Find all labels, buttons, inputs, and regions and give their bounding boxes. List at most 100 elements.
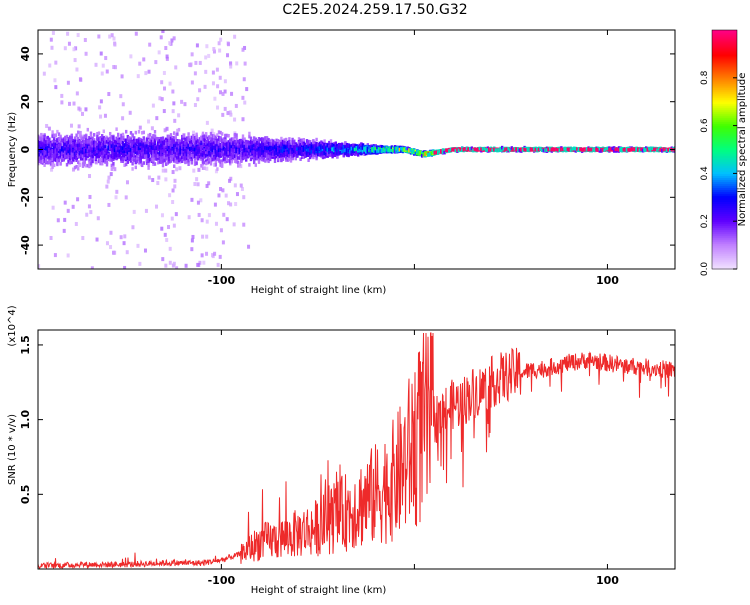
- heatmap-cell: [85, 139, 88, 144]
- heatmap-cell: [117, 146, 120, 150]
- heatmap-cell: [198, 60, 202, 65]
- heatmap-cell: [69, 148, 72, 153]
- heatmap-cell: [88, 149, 91, 153]
- heatmap-cell: [131, 161, 134, 166]
- heatmap-cell: [133, 148, 136, 152]
- heatmap-cell: [203, 138, 206, 142]
- heatmap-cell: [138, 61, 142, 66]
- heatmap-cell: [59, 150, 62, 154]
- heatmap-cell: [139, 142, 142, 147]
- heatmap-cell: [54, 133, 57, 138]
- heatmap-cell: [70, 139, 73, 144]
- heatmap-cell: [225, 142, 229, 147]
- heatmap-cell: [336, 154, 339, 159]
- heatmap-cell: [99, 158, 102, 162]
- heatmap-cell: [221, 144, 224, 149]
- heatmap-cell: [222, 155, 225, 159]
- heatmap-cell: [230, 137, 233, 141]
- heatmap-cell: [261, 142, 264, 146]
- heatmap-cell: [189, 143, 192, 148]
- heatmap-cell: [123, 152, 126, 157]
- heatmap-cell: [297, 151, 301, 155]
- heatmap-cell: [61, 155, 64, 159]
- heatmap-cell: [161, 156, 165, 160]
- heatmap-cell: [240, 151, 243, 156]
- heatmap-cell: [245, 154, 248, 158]
- heatmap-cell: [177, 151, 181, 156]
- heatmap-cell: [125, 149, 128, 153]
- heatmap-cell: [91, 136, 94, 141]
- heatmap-cell: [178, 166, 182, 171]
- heatmap-cell: [51, 139, 54, 144]
- heatmap-cell: [94, 152, 97, 157]
- heatmap-cell: [115, 140, 118, 145]
- heatmap-cell: [124, 195, 128, 200]
- heatmap-cell: [51, 205, 55, 210]
- heatmap-cell: [286, 153, 289, 158]
- heatmap-cell: [229, 142, 232, 147]
- heatmap-cell: [173, 147, 176, 151]
- heatmap-cell: [158, 96, 162, 101]
- heatmap-cell: [114, 195, 118, 200]
- heatmap-cell: [224, 157, 227, 161]
- heatmap-cell: [265, 146, 269, 151]
- heatmap-cell: [128, 152, 131, 156]
- heatmap-cell: [254, 142, 257, 147]
- heatmap-cell: [122, 241, 126, 246]
- heatmap-cell: [221, 152, 224, 157]
- heatmap-cell: [237, 156, 240, 160]
- heatmap-cell: [315, 154, 318, 159]
- heatmap-cell: [103, 113, 107, 118]
- heatmap-cell: [107, 202, 111, 207]
- heatmap-cell: [147, 69, 151, 74]
- heatmap-cell: [272, 143, 275, 147]
- heatmap-cell: [72, 157, 75, 162]
- heatmap-cell: [360, 151, 363, 156]
- heatmap-cell: [88, 194, 92, 199]
- heatmap-cell: [105, 184, 109, 189]
- heatmap-cell: [221, 143, 224, 147]
- heatmap-cell: [191, 130, 195, 135]
- heatmap-cell: [254, 144, 257, 149]
- heatmap-cell: [288, 144, 291, 149]
- heatmap-cell: [170, 38, 174, 43]
- heatmap-cell: [152, 158, 155, 162]
- heatmap-cell: [315, 156, 318, 161]
- heatmap-cell: [328, 140, 331, 145]
- heatmap-cell: [128, 139, 131, 144]
- heatmap-cell: [56, 140, 59, 145]
- heatmap-cell: [172, 223, 176, 228]
- heatmap-cell: [62, 142, 65, 146]
- heatmap-cell: [248, 163, 251, 167]
- heatmap-cell: [229, 202, 233, 207]
- heatmap-cell: [200, 140, 203, 145]
- heatmap-cell: [97, 140, 101, 144]
- heatmap-cell: [213, 251, 217, 256]
- heatmap-cell: [102, 136, 105, 140]
- heatmap-cell: [155, 116, 159, 121]
- heatmap-cell: [352, 149, 355, 153]
- heatmap-cell: [224, 147, 227, 152]
- heatmap-cell: [233, 183, 237, 188]
- heatmap-cell: [161, 140, 165, 145]
- heatmap-cell: [294, 146, 297, 151]
- heatmap-cell: [357, 150, 360, 155]
- heatmap-cell: [40, 156, 43, 160]
- heatmap-cell: [208, 146, 211, 151]
- heatmap-cell: [198, 154, 201, 159]
- heatmap-cell: [205, 251, 209, 256]
- heatmap-cell: [177, 149, 181, 153]
- heatmap-cell: [349, 145, 352, 149]
- heatmap-cell: [163, 140, 166, 144]
- heatmap-cell: [156, 181, 160, 186]
- heatmap-cell: [216, 133, 219, 137]
- heatmap-cell: [206, 139, 209, 144]
- heatmap-cell: [320, 149, 323, 154]
- heatmap-cell: [152, 156, 155, 160]
- heatmap-cell: [66, 80, 70, 85]
- heatmap-cell: [336, 152, 339, 156]
- heatmap-cell: [174, 148, 177, 153]
- heatmap-cell: [107, 141, 110, 145]
- heatmap-cell: [153, 153, 157, 158]
- heatmap-cell: [66, 31, 70, 36]
